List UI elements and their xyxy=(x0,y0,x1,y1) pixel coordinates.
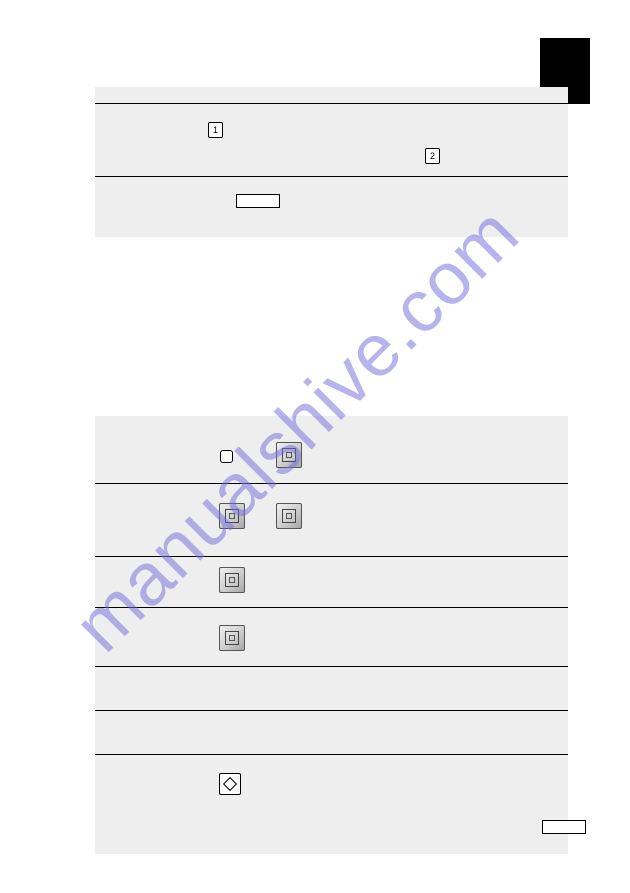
divider xyxy=(95,607,568,608)
label-box xyxy=(236,194,280,208)
button-icon xyxy=(219,503,245,529)
step-number-2: 2 xyxy=(425,148,440,164)
button-icon xyxy=(276,503,302,529)
divider xyxy=(95,176,568,177)
start-icon xyxy=(219,773,241,795)
divider xyxy=(95,754,568,755)
divider xyxy=(95,710,568,711)
button-icon xyxy=(219,625,245,651)
divider xyxy=(95,103,568,104)
label-box xyxy=(542,820,586,834)
divider xyxy=(95,556,568,557)
indicator-icon xyxy=(220,450,233,463)
divider xyxy=(95,666,568,667)
step-number-1: 1 xyxy=(208,122,223,138)
panel-bottom xyxy=(95,416,568,854)
divider xyxy=(95,483,568,484)
button-icon xyxy=(276,442,302,468)
button-icon xyxy=(219,567,245,593)
panel-top xyxy=(95,87,568,237)
